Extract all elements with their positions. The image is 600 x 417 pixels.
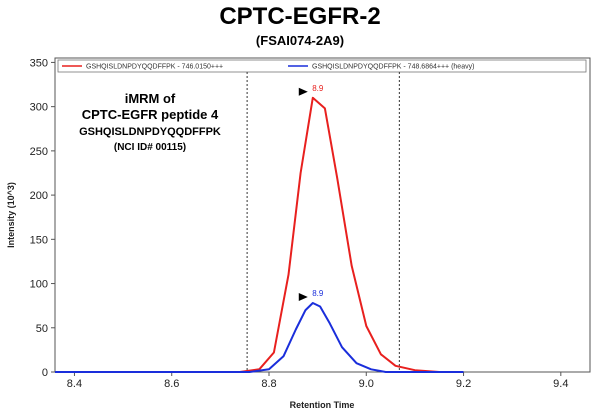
legend-label-heavy: GSHQISLDNPDYQQDFFPK - 748.6864+++ (heavy…: [312, 64, 474, 71]
chart-title: CPTC-EGFR-2: [219, 3, 381, 30]
plot-frame: [54, 57, 591, 373]
y-tick-label: 100: [30, 279, 48, 291]
x-tick-label: 9.4: [553, 378, 568, 390]
x-tick-label: 8.8: [261, 378, 276, 390]
y-tick-label: 250: [30, 146, 48, 158]
y-axis-label: Intensity (10^3): [6, 182, 16, 248]
legend: GSHQISLDNPDYQQDFFPK - 746.0150+++ GSHQIS…: [57, 59, 587, 73]
x-tick-label: 8.6: [164, 378, 179, 390]
peak-label: 8.9: [312, 84, 324, 93]
peak-label: 8.9: [312, 289, 324, 298]
x-tick-label: 8.4: [67, 378, 82, 390]
annotation-line-1: iMRM of: [125, 91, 176, 106]
series-line-heavy: [55, 302, 464, 373]
y-tick-label: 150: [30, 234, 48, 246]
x-axis-label: Retention Time: [290, 400, 355, 410]
peak-marker: [298, 293, 308, 302]
annotation: iMRM of CPTC-EGFR peptide 4 GSHQISLDNPDY…: [79, 91, 221, 153]
chart-subtitle: (FSAI074-2A9): [255, 33, 345, 48]
peak-marker: [298, 87, 308, 96]
x-tick-label: 9.0: [359, 378, 374, 390]
y-tick-label: 350: [30, 57, 48, 69]
series-line-light: [55, 96, 464, 373]
annotation-line-2: CPTC-EGFR peptide 4: [82, 107, 219, 122]
x-tick-label: 9.2: [456, 378, 471, 390]
legend-label-light: GSHQISLDNPDYQQDFFPK - 746.0150+++: [86, 64, 223, 71]
annotation-line-4: (NCI ID# 00115): [114, 142, 186, 153]
legend-box: [57, 59, 587, 73]
y-tick-label: 50: [36, 323, 48, 335]
y-tick-label: 200: [30, 190, 48, 202]
y-tick-label: 300: [30, 102, 48, 114]
annotation-line-3: GSHQISLDNPDYQQDFFPK: [79, 126, 221, 138]
y-tick-label: 0: [42, 367, 48, 379]
